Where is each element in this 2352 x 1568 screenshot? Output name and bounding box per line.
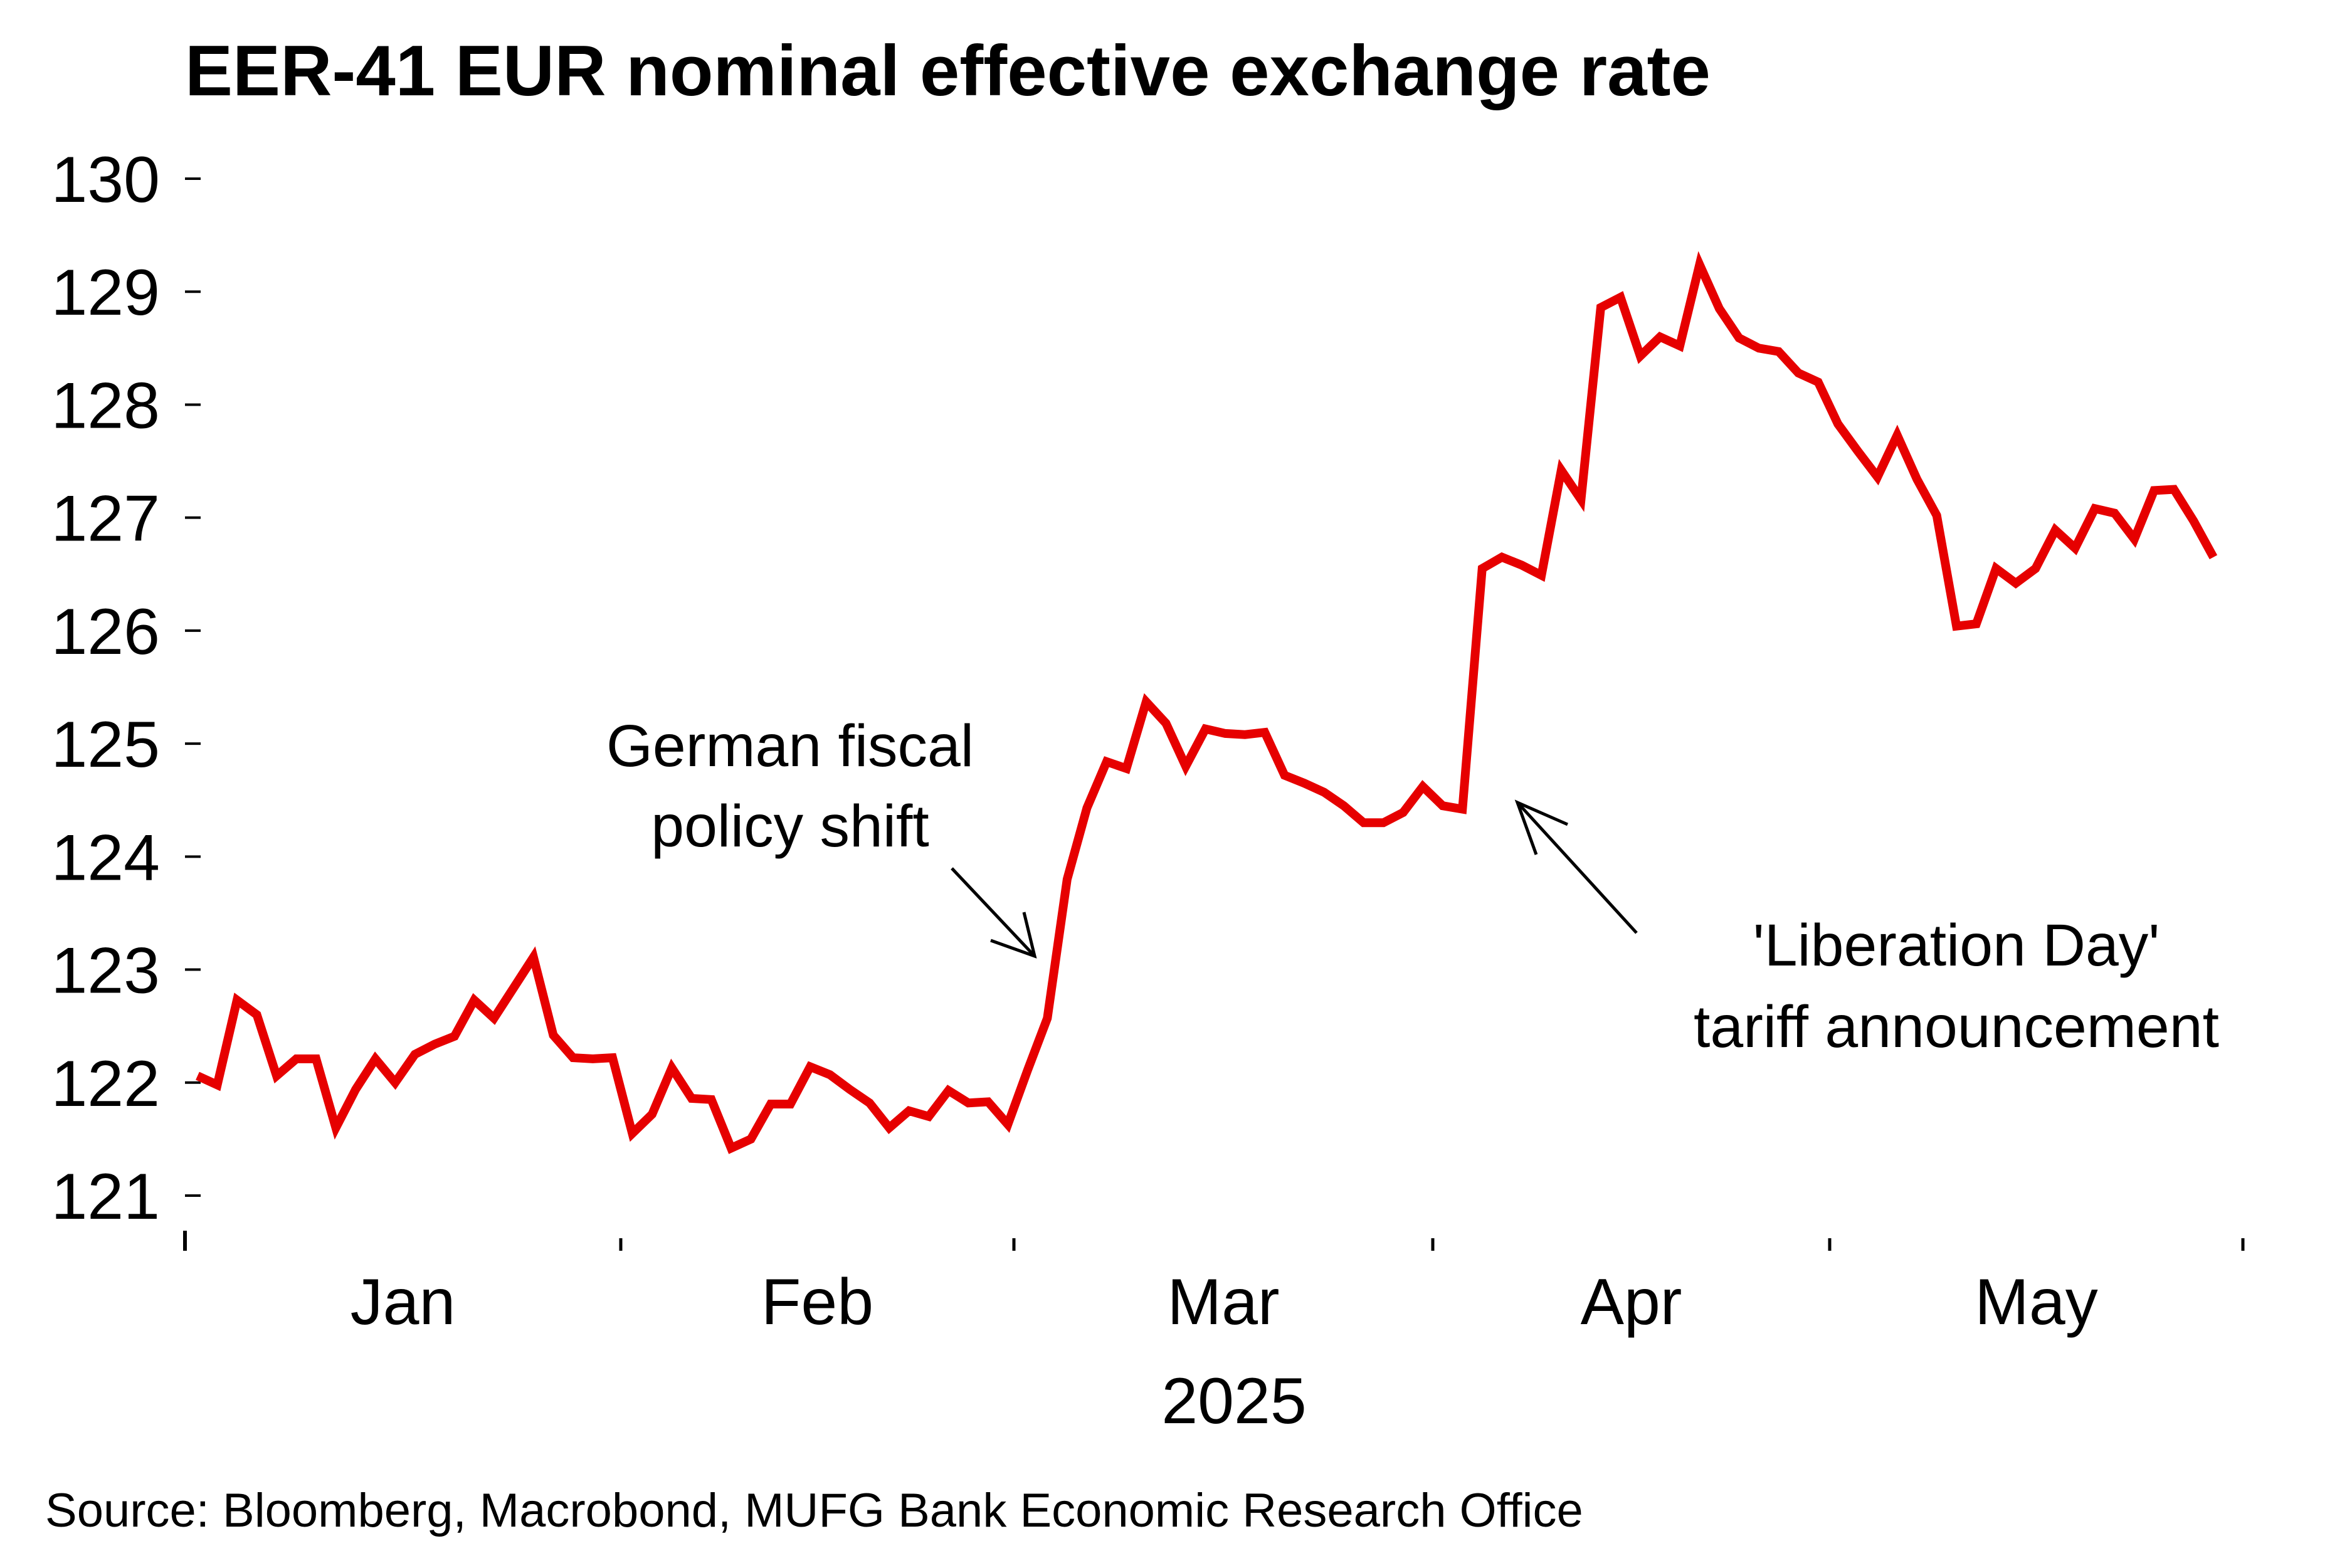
x-axis: Jan Feb Mar Apr May	[183, 1231, 2245, 1339]
x-axis-year-label: 2025	[1161, 1365, 1306, 1438]
chart-title: EER-41 EUR nominal effective exchange ra…	[185, 31, 1711, 111]
arrow-icon	[1514, 799, 1638, 934]
annotation-liberation-day-line2: tariff announcement	[1694, 994, 2219, 1060]
annotation-german-fiscal-line1: German fiscal	[606, 713, 974, 779]
y-tick-label: 121	[51, 1160, 160, 1233]
y-tick-label: 126	[51, 596, 160, 668]
annotation-german-fiscal: German fiscal policy shift	[606, 713, 1037, 959]
y-axis: 130 129 128 127 126 125 124 123 122 121	[51, 144, 201, 1233]
annotation-liberation-day: 'Liberation Day' tariff announcement	[1514, 799, 2219, 1060]
y-tick-label: 129	[51, 256, 160, 329]
x-tick-label: Apr	[1581, 1266, 1682, 1339]
arrow-icon	[951, 867, 1037, 959]
y-tick-label: 124	[51, 821, 160, 894]
series-line-eer41	[196, 251, 2218, 1154]
annotation-german-fiscal-line2: policy shift	[651, 793, 929, 860]
y-tick-label: 125	[51, 708, 160, 781]
annotation-liberation-day-line1: 'Liberation Day'	[1753, 912, 2160, 979]
y-tick-label: 127	[51, 483, 160, 555]
x-tick-label: Jan	[351, 1266, 456, 1339]
y-tick-label: 130	[51, 144, 160, 216]
x-tick-label: Feb	[761, 1266, 873, 1339]
x-tick-label: Mar	[1167, 1266, 1279, 1339]
y-tick-label: 123	[51, 935, 160, 1008]
y-tick-label: 122	[51, 1048, 160, 1120]
x-tick-label: May	[1975, 1266, 2097, 1339]
source-note: Source: Bloomberg, Macrobond, MUFG Bank …	[45, 1484, 1583, 1537]
y-tick-label: 128	[51, 369, 160, 442]
